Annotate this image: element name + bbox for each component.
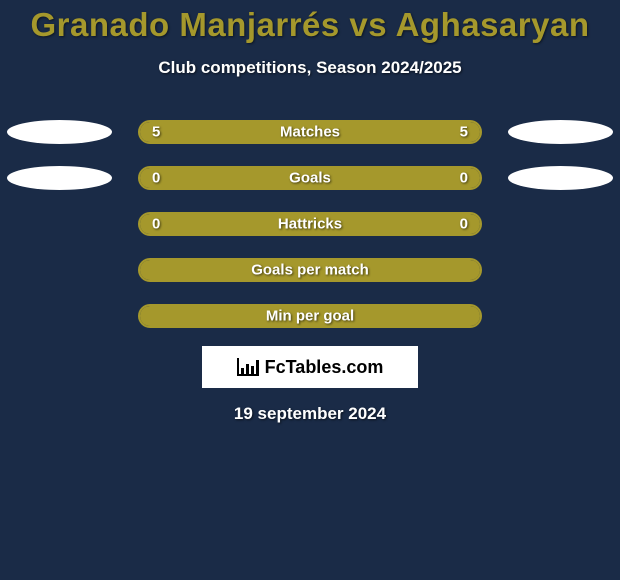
right-form-oval bbox=[508, 120, 613, 144]
stat-rows: 5 5 Matches 0 0 Goals 0 0 Hattricks Goals per mat… bbox=[0, 120, 620, 328]
left-form-spacer bbox=[7, 304, 112, 328]
right-form-spacer bbox=[508, 258, 613, 282]
logo-text: FcTables.com bbox=[265, 357, 384, 378]
comparison-card: Granado Manjarrés vs Aghasaryan Club com… bbox=[0, 0, 620, 580]
stat-value-right: 5 bbox=[460, 124, 468, 141]
left-form-spacer bbox=[7, 212, 112, 236]
stat-bar: Goals per match bbox=[138, 258, 482, 282]
stat-bar-fill-left bbox=[140, 168, 310, 188]
logo-box: FcTables.com bbox=[202, 346, 418, 388]
date-text: 19 september 2024 bbox=[0, 404, 620, 424]
subtitle: Club competitions, Season 2024/2025 bbox=[0, 58, 620, 78]
stat-row: Min per goal bbox=[0, 304, 620, 328]
stat-row: 5 5 Matches bbox=[0, 120, 620, 144]
stat-value-left: 5 bbox=[152, 124, 160, 141]
left-form-spacer bbox=[7, 258, 112, 282]
stat-row: 0 0 Goals bbox=[0, 166, 620, 190]
page-title: Granado Manjarrés vs Aghasaryan bbox=[0, 0, 620, 44]
stat-bar: Min per goal bbox=[138, 304, 482, 328]
stat-bar: 5 5 Matches bbox=[138, 120, 482, 144]
stat-value-right: 0 bbox=[460, 216, 468, 233]
stat-bar: 0 0 Hattricks bbox=[138, 212, 482, 236]
stat-row: Goals per match bbox=[0, 258, 620, 282]
left-form-oval bbox=[7, 120, 112, 144]
right-form-spacer bbox=[508, 304, 613, 328]
stat-value-right: 0 bbox=[460, 170, 468, 187]
stat-label: Hattricks bbox=[278, 216, 342, 233]
right-form-oval bbox=[508, 166, 613, 190]
stat-value-left: 0 bbox=[152, 170, 160, 187]
logo-chart-icon bbox=[237, 358, 259, 376]
stat-label: Matches bbox=[280, 124, 340, 141]
stat-row: 0 0 Hattricks bbox=[0, 212, 620, 236]
stat-label: Goals per match bbox=[251, 262, 369, 279]
stat-value-left: 0 bbox=[152, 216, 160, 233]
left-form-oval bbox=[7, 166, 112, 190]
stat-bar-fill-right bbox=[310, 168, 480, 188]
right-form-spacer bbox=[508, 212, 613, 236]
stat-label: Min per goal bbox=[266, 308, 354, 325]
stat-label: Goals bbox=[289, 170, 331, 187]
stat-bar: 0 0 Goals bbox=[138, 166, 482, 190]
